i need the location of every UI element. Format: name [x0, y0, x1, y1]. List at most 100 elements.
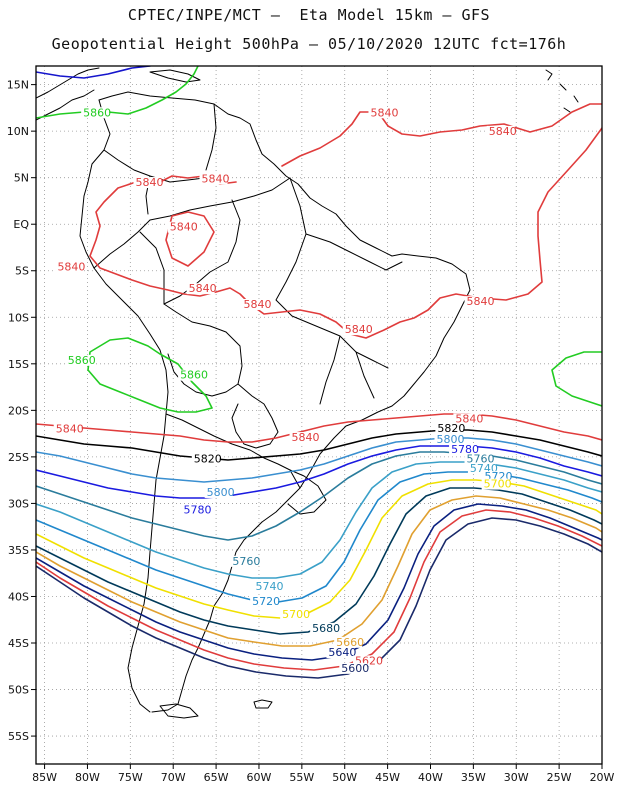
lon-label-45w: 45W — [375, 771, 400, 784]
contour-label-bg — [65, 354, 94, 366]
lat-label-35s: 35S — [8, 544, 29, 557]
contour-5820 — [36, 429, 602, 461]
contour-label-5840: 5840 — [292, 431, 320, 444]
lat-label-5n: 5N — [14, 172, 29, 185]
contour-label-5740: 5740 — [256, 580, 284, 593]
contour-label-5840: 5840 — [455, 412, 483, 425]
contour-label-5840: 5840 — [467, 295, 495, 308]
map-frame — [35, 65, 603, 765]
contour-label-5760: 5760 — [467, 452, 495, 465]
lat-label-50s: 50S — [8, 684, 29, 697]
contour-5860-north — [36, 66, 199, 119]
contour-label-5860: 5860 — [83, 106, 111, 119]
contour-label-bg — [481, 478, 510, 490]
contour-label-bg — [486, 125, 515, 137]
contour-label-bg — [186, 283, 215, 295]
lat-label-55s: 55S — [8, 730, 29, 743]
contour-label-5840: 5840 — [202, 172, 230, 185]
contour-label-5800: 5800 — [207, 486, 235, 499]
contour-label-5780: 5780 — [451, 443, 479, 456]
central-america-coast — [36, 67, 100, 121]
contour-label-5860: 5860 — [68, 354, 96, 367]
contour-label-bg — [310, 622, 339, 634]
lat-label-30s: 30S — [8, 497, 29, 510]
lon-label-20w: 20W — [590, 771, 615, 784]
contour-label-bg — [467, 462, 496, 474]
contour-label-5840: 5840 — [170, 221, 198, 234]
lon-label-35w: 35W — [461, 771, 486, 784]
argentina-border — [165, 413, 301, 489]
contour-label-bg — [464, 453, 493, 465]
contour-label-5840: 5840 — [189, 282, 217, 295]
contour-5760 — [36, 451, 602, 541]
contour-label-bg — [434, 433, 463, 445]
patagonia-coast — [151, 521, 263, 713]
contour-label-bg — [453, 413, 482, 425]
contour-label-bg — [339, 662, 368, 674]
lon-label-80w: 80W — [75, 771, 100, 784]
contour-5840-south — [36, 413, 602, 443]
contour-label-5840: 5840 — [56, 423, 84, 436]
contour-label-bg — [53, 423, 82, 435]
contour-label-5820: 5820 — [437, 422, 465, 435]
contour-label-5840: 5840 — [57, 261, 85, 274]
contour-label-bg — [191, 453, 220, 465]
lat-label-25s: 25S — [8, 451, 29, 464]
contour-label-bg — [334, 636, 363, 648]
contour-label-5760: 5760 — [232, 555, 260, 568]
bolivia-border — [163, 303, 243, 397]
contour-label-bg — [199, 173, 228, 185]
contour-label-5840: 5840 — [489, 125, 517, 138]
contour-label-bg — [178, 369, 207, 381]
contour-label-5860: 5860 — [180, 369, 208, 382]
brazil-border-north — [149, 177, 291, 305]
contour-labels: 5860 5860 5860 5840 5840 5840 5840 5840 5840 5840… — [53, 106, 517, 675]
contour-label-bg — [253, 580, 282, 592]
contour-5800 — [36, 437, 602, 483]
contour-5840-blob — [165, 211, 215, 267]
peru-border — [93, 219, 165, 305]
contour-5780 — [36, 445, 602, 499]
contour-label-bg — [280, 608, 309, 620]
contour-label-bg — [55, 261, 84, 273]
contour-label-bg — [289, 432, 318, 444]
contour-label-bg — [449, 444, 478, 456]
caribbean-coast — [98, 91, 471, 523]
lat-label-10s: 10S — [8, 311, 29, 324]
lon-label-70w: 70W — [161, 771, 186, 784]
contour-label-5680: 5680 — [312, 622, 340, 635]
lat-label-20s: 20S — [8, 404, 29, 417]
lat-label-15n: 15N — [7, 79, 29, 92]
contour-label-bg — [167, 221, 196, 233]
lat-label-15s: 15S — [8, 358, 29, 371]
contour-label-5840: 5840 — [135, 176, 163, 189]
lon-label-25w: 25W — [547, 771, 572, 784]
contour-label-5660: 5660 — [336, 636, 364, 649]
contour-5680 — [36, 487, 602, 635]
contour-label-bg — [353, 655, 382, 667]
contour-label-bg — [464, 296, 493, 308]
contour-5640 — [36, 503, 602, 661]
contour-label-bg — [204, 486, 233, 498]
contour-5580 — [36, 66, 151, 79]
map-title: CPTEC/INPE/MCT – Eta Model 15km – GFS — [127, 6, 491, 24]
tierra-del-fuego — [159, 703, 199, 719]
paraguay-border — [231, 383, 279, 449]
cuba-island — [149, 69, 201, 83]
contour-5860-atlantic — [551, 351, 602, 407]
contour-label-5640: 5640 — [328, 646, 356, 659]
lat-label-eq: EQ — [13, 218, 29, 231]
contour-label-bg — [368, 107, 397, 119]
lon-label-30w: 30W — [504, 771, 529, 784]
contour-label-5600: 5600 — [341, 662, 369, 675]
brazil-states — [275, 177, 403, 405]
lon-label-85w: 85W — [32, 771, 57, 784]
lat-label-10n: 10N — [7, 125, 29, 138]
contour-label-bg — [181, 504, 210, 516]
contour-label-5840: 5840 — [370, 106, 398, 119]
contour-label-bg — [133, 177, 162, 189]
contour-5600 — [36, 517, 602, 679]
contour-5860-bolivia — [87, 337, 213, 413]
lat-label-5s: 5S — [15, 265, 29, 278]
